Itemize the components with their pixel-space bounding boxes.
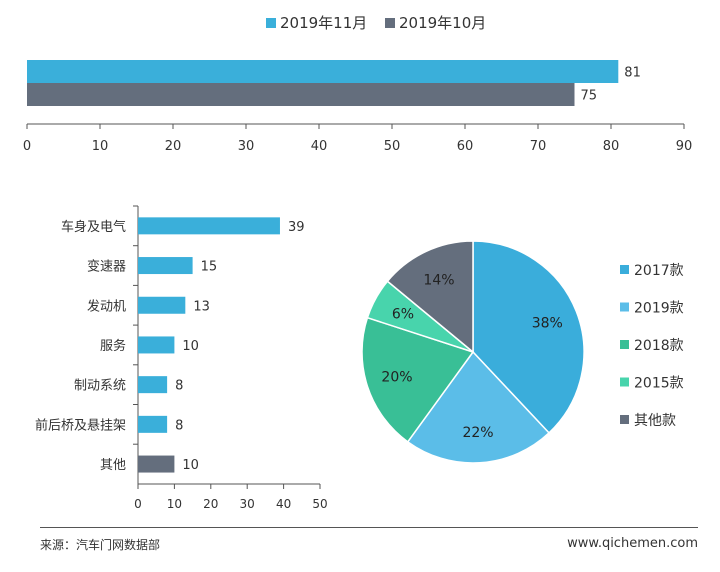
pie-legend-label-1: 2019款 bbox=[634, 301, 684, 317]
x-tick-label-0: 0 bbox=[23, 139, 31, 154]
x-tick-label-4: 40 bbox=[311, 139, 328, 154]
legend-swatch-1 bbox=[385, 18, 395, 28]
category-value-label-4: 8 bbox=[175, 379, 183, 394]
category-bar-4 bbox=[138, 376, 168, 394]
category-bar-0 bbox=[138, 217, 280, 235]
pie-legend-label-3: 2015款 bbox=[634, 376, 684, 392]
pie-value-label-0: 38% bbox=[532, 316, 563, 332]
pie-slice-4 bbox=[386, 240, 474, 354]
bar-value-label-1: 75 bbox=[581, 89, 598, 104]
category-bar-2 bbox=[138, 296, 186, 314]
bar-value-label-0: 81 bbox=[624, 66, 641, 81]
bar-1 bbox=[27, 83, 575, 106]
legend-label-1: 2019年10月 bbox=[399, 14, 486, 32]
pie-legend-swatch-1 bbox=[620, 302, 629, 312]
pie-value-label-2: 20% bbox=[381, 370, 412, 386]
category-label-2: 发动机 bbox=[87, 298, 126, 314]
x-tick-label-6: 60 bbox=[457, 139, 474, 154]
pie-legend-swatch-4 bbox=[620, 415, 629, 424]
category-bar-3 bbox=[138, 336, 175, 354]
value-tick-label-1: 10 bbox=[167, 497, 182, 511]
category-value-label-5: 8 bbox=[175, 418, 183, 433]
value-tick-label-2: 20 bbox=[203, 497, 218, 511]
x-tick-label-9: 90 bbox=[676, 139, 693, 154]
x-tick-label-7: 70 bbox=[530, 139, 547, 154]
legend-label-0: 2019年11月 bbox=[280, 14, 367, 32]
category-value-label-6: 10 bbox=[182, 458, 199, 473]
x-tick-label-5: 50 bbox=[384, 139, 401, 154]
pie-value-label-3: 6% bbox=[392, 306, 414, 322]
value-tick-label-4: 40 bbox=[276, 497, 291, 511]
pie-legend-label-0: 2017款 bbox=[634, 263, 684, 279]
category-value-label-2: 13 bbox=[193, 299, 210, 314]
category-label-3: 服务 bbox=[100, 338, 126, 354]
bar-0 bbox=[27, 60, 619, 83]
category-value-label-3: 10 bbox=[182, 339, 199, 354]
x-tick-label-2: 20 bbox=[165, 139, 182, 154]
category-bar-5 bbox=[138, 415, 168, 433]
pie-legend-swatch-2 bbox=[620, 340, 629, 349]
legend-swatch-0 bbox=[266, 18, 276, 28]
pie-slice-1 bbox=[406, 350, 551, 464]
x-tick-label-1: 10 bbox=[92, 139, 109, 154]
category-bar-6 bbox=[138, 455, 175, 473]
category-label-4: 制动系统 bbox=[74, 379, 126, 394]
pie-value-label-1: 22% bbox=[462, 425, 493, 441]
pie-legend-swatch-3 bbox=[620, 377, 629, 387]
value-tick-label-0: 0 bbox=[134, 497, 142, 511]
category-label-5: 前后桥及悬挂架 bbox=[35, 417, 126, 433]
category-label-1: 变速器 bbox=[87, 259, 126, 275]
footer: 来源：汽车门网数据部 www.qichemen.com bbox=[40, 527, 698, 558]
pie-slice-0 bbox=[472, 240, 585, 434]
value-tick-label-5: 50 bbox=[312, 497, 327, 511]
value-tick-label-3: 30 bbox=[240, 497, 255, 511]
pie-legend-swatch-0 bbox=[620, 265, 629, 274]
x-tick-label-3: 30 bbox=[238, 139, 255, 154]
pie-slice-2 bbox=[361, 316, 475, 443]
pie-legend-label-2: 2018款 bbox=[634, 338, 684, 354]
category-value-label-1: 15 bbox=[201, 260, 218, 275]
pie-value-label-4: 14% bbox=[423, 273, 454, 289]
source-label: 来源：汽车门网数据部 bbox=[40, 538, 161, 552]
x-tick-label-8: 80 bbox=[603, 139, 620, 154]
category-bar-1 bbox=[138, 257, 193, 275]
category-label-0: 车身及电气 bbox=[61, 219, 126, 235]
category-value-label-0: 39 bbox=[288, 220, 305, 235]
pie-legend-label-4: 其他款 bbox=[634, 413, 676, 429]
category-label-6: 其他 bbox=[100, 458, 126, 473]
site-label: www.qichemen.com bbox=[567, 536, 698, 551]
